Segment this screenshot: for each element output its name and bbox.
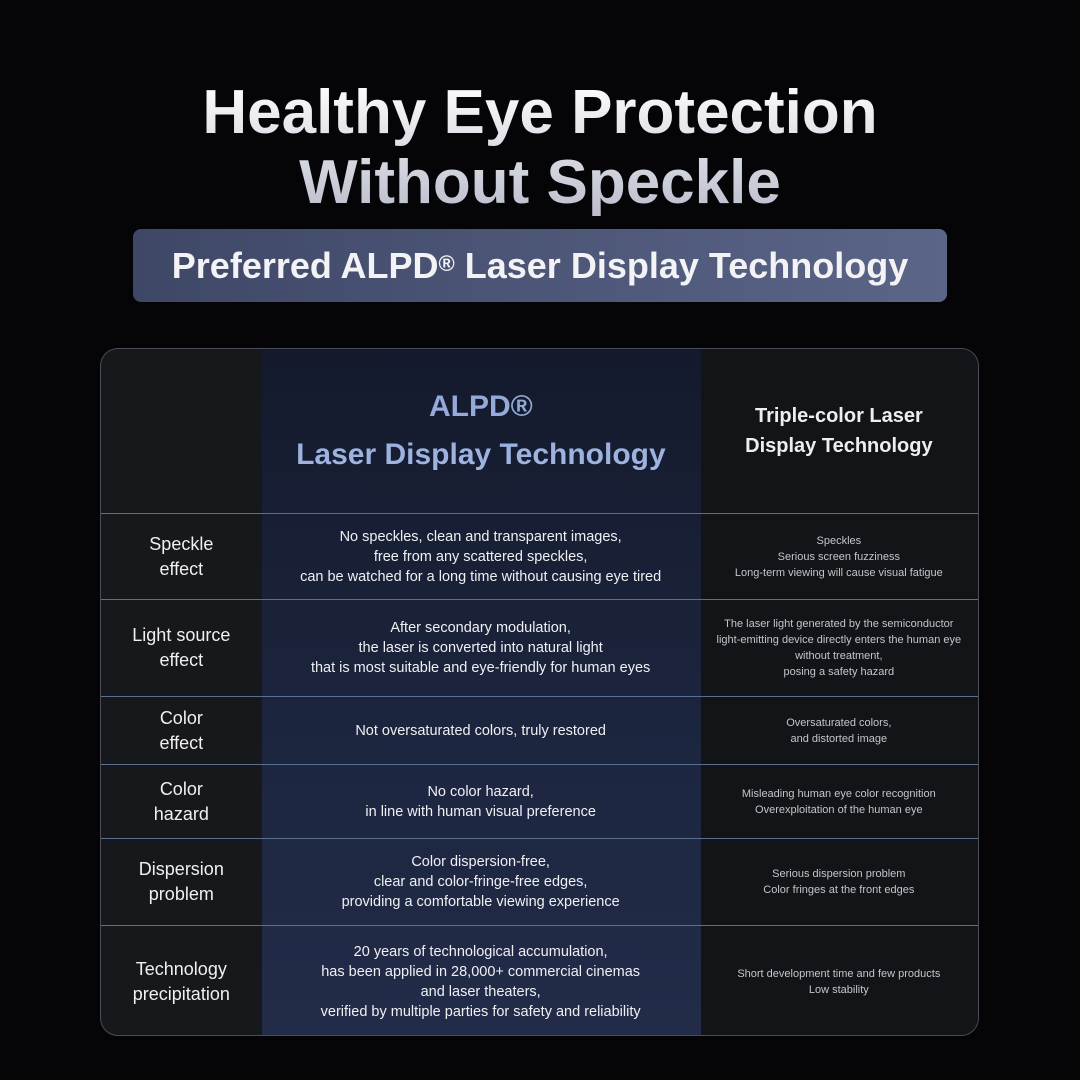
- alpd-header-line2: Laser Display Technology: [296, 438, 666, 471]
- table-header: ALPD® Laser Display Technology Triple-co…: [101, 349, 978, 513]
- table-row: Dispersion problem Color dispersion-free,…: [101, 838, 978, 925]
- comparison-table: ALPD® Laser Display Technology Triple-co…: [100, 348, 979, 1036]
- page-title: Healthy Eye Protection Without Speckle: [0, 78, 1080, 218]
- alpd-header: ALPD® Laser Display Technology: [262, 349, 700, 513]
- title-line-1: Healthy Eye Protection: [202, 78, 878, 147]
- alpd-cell: Not oversaturated colors, truly restored: [355, 722, 606, 739]
- row-label: Dispersion problem: [138, 859, 224, 904]
- table-row: Speckle effect No speckles, clean and tra…: [101, 513, 978, 599]
- subtitle-pre: Preferred ALPD: [171, 244, 439, 286]
- triple-column-bg: [701, 349, 978, 1035]
- table-row: Light source effect After secondary modul…: [101, 599, 978, 696]
- table-row: Technology precipitation 20 years of tech…: [101, 925, 978, 1035]
- subtitle-post: Laser Display Technology: [454, 244, 909, 286]
- triple-cell: Short development time and few products …: [737, 967, 941, 996]
- title-line-2: Without Speckle: [299, 148, 781, 217]
- triple-cell: Oversaturated colors, and distorted imag…: [786, 716, 892, 745]
- subtitle-banner: Preferred ALPD ® Laser Display Technology: [133, 229, 947, 302]
- row-label: Technology precipitation: [132, 958, 230, 1004]
- alpd-cell: No color hazard, in line with human visu…: [365, 783, 596, 820]
- alpd-cell: 20 years of technological accumulation, …: [320, 943, 641, 1020]
- triple-cell: Speckles Serious screen fuzziness Long-t…: [734, 534, 943, 579]
- triple-cell: The laser light generated by the semicon…: [716, 618, 962, 678]
- alpd-cell: No speckles, clean and transparent image…: [300, 528, 662, 585]
- triple-cell: Misleading human eye color recognition O…: [741, 787, 936, 816]
- registered-mark: ®: [438, 250, 455, 276]
- triple-cell: Serious dispersion problem Color fringes…: [763, 868, 915, 896]
- alpd-header-line1: ALPD®: [429, 390, 533, 423]
- row-label: Color effect: [159, 707, 204, 753]
- table-row: Color hazard No color hazard, in line wit…: [101, 764, 978, 838]
- row-label: Speckle effect: [149, 533, 214, 579]
- alpd-cell: Color dispersion-free, clear and color-f…: [341, 854, 620, 910]
- row-label: Color hazard: [153, 778, 209, 824]
- triple-header: Triple-color Laser Display Technology: [745, 405, 933, 457]
- alpd-cell: After secondary modulation, the laser is…: [310, 620, 651, 676]
- table-row: Color effect Not oversaturated colors, tr…: [101, 696, 978, 764]
- row-label: Light source effect: [132, 625, 231, 670]
- alpd-column-bg: [262, 349, 701, 1035]
